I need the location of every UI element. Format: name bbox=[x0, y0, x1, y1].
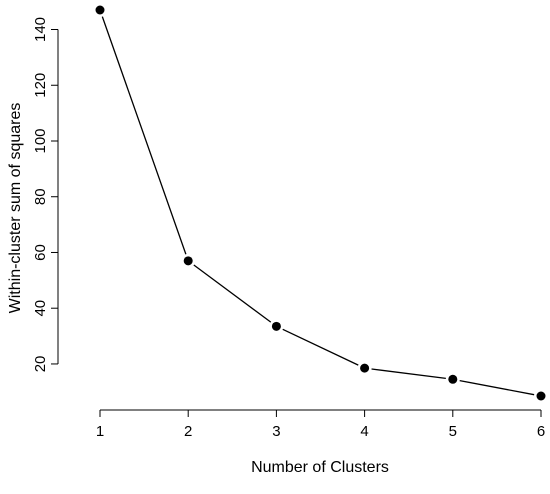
y-tick-label: 120 bbox=[32, 73, 49, 98]
series-line-segment bbox=[101, 16, 187, 255]
y-tick-label: 20 bbox=[32, 356, 49, 373]
x-tick-label: 3 bbox=[272, 423, 280, 440]
x-axis: 1 2 3 4 5 6 bbox=[96, 409, 545, 440]
x-axis-title: Number of Clusters bbox=[251, 459, 389, 476]
series-group bbox=[95, 5, 546, 401]
x-tick-label: 2 bbox=[184, 423, 192, 440]
y-tick-label: 80 bbox=[32, 188, 49, 205]
data-point bbox=[183, 256, 193, 266]
data-point bbox=[271, 321, 281, 331]
data-point bbox=[448, 374, 458, 384]
x-tick-label: 1 bbox=[96, 423, 104, 440]
x-tick-label: 4 bbox=[360, 423, 368, 440]
y-tick-label: 40 bbox=[32, 300, 49, 317]
series-line-segment bbox=[193, 264, 272, 323]
data-point bbox=[360, 363, 370, 373]
y-tick-label: 100 bbox=[32, 128, 49, 153]
y-axis-title: Within-cluster sum of squares bbox=[7, 103, 24, 314]
y-axis: 20 40 60 80 100 120 140 bbox=[32, 17, 59, 373]
x-tick-label: 6 bbox=[537, 423, 545, 440]
data-point bbox=[95, 5, 105, 15]
y-tick-label: 60 bbox=[32, 244, 49, 261]
series-line-segment bbox=[282, 328, 359, 366]
y-tick-label: 140 bbox=[32, 17, 49, 42]
data-point bbox=[536, 391, 546, 401]
series-line-segment bbox=[371, 368, 446, 380]
x-tick-label: 5 bbox=[449, 423, 457, 440]
series-line-segment bbox=[459, 379, 535, 396]
